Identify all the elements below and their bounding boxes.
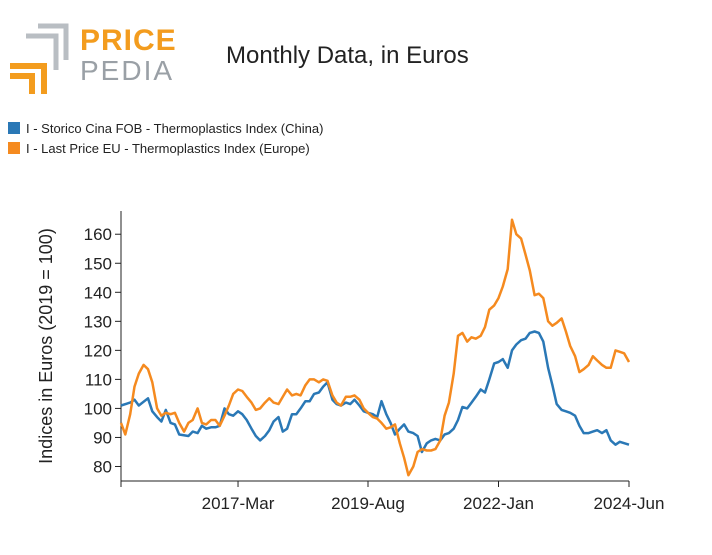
logo-text-pedia: PEDIA (80, 55, 175, 86)
logo-mark-icon (10, 23, 69, 94)
legend-item-china[interactable]: I - Storico Cina FOB - Thermoplastics In… (8, 118, 323, 138)
x-tick-label: 2024-Jun (594, 494, 665, 513)
y-tick-label: 120 (84, 341, 112, 360)
series-line-china (120, 330, 630, 454)
legend-swatch-europe (8, 142, 20, 154)
y-axis-label: Indices in Euros (2019 = 100) (36, 228, 56, 464)
y-tick-label: 130 (84, 312, 112, 331)
y-tick-label: 90 (93, 428, 112, 447)
x-tick-label: 2019-Aug (331, 494, 405, 513)
legend: I - Storico Cina FOB - Thermoplastics In… (8, 118, 323, 158)
legend-swatch-china (8, 122, 20, 134)
legend-label-china: I - Storico Cina FOB - Thermoplastics In… (26, 120, 324, 136)
logo-text-price: PRICE (80, 24, 177, 57)
legend-label-europe: I - Last Price EU - Thermoplastics Index… (26, 140, 310, 156)
legend-item-europe[interactable]: I - Last Price EU - Thermoplastics Index… (8, 138, 323, 158)
chart-axes: 80 90 100 110 120 130 140 150 160 2017-Mar 2019-Au… (84, 211, 665, 513)
y-tick-label: 140 (84, 283, 112, 302)
x-tick-label: 2017-Mar (202, 494, 275, 513)
y-tick-label: 110 (85, 370, 112, 389)
y-tick-label: 80 (93, 457, 112, 476)
x-tick-label: 2022-Jan (463, 494, 534, 513)
y-tick-label: 150 (84, 254, 112, 273)
chart-title: Monthly Data, in Euros (226, 42, 469, 69)
series-line-europe (119, 218, 631, 477)
pricepedia-logo: PRICE PEDIA (8, 22, 176, 94)
series-layer (119, 218, 631, 477)
y-tick-label: 100 (84, 399, 112, 418)
y-tick-label: 160 (84, 225, 112, 244)
